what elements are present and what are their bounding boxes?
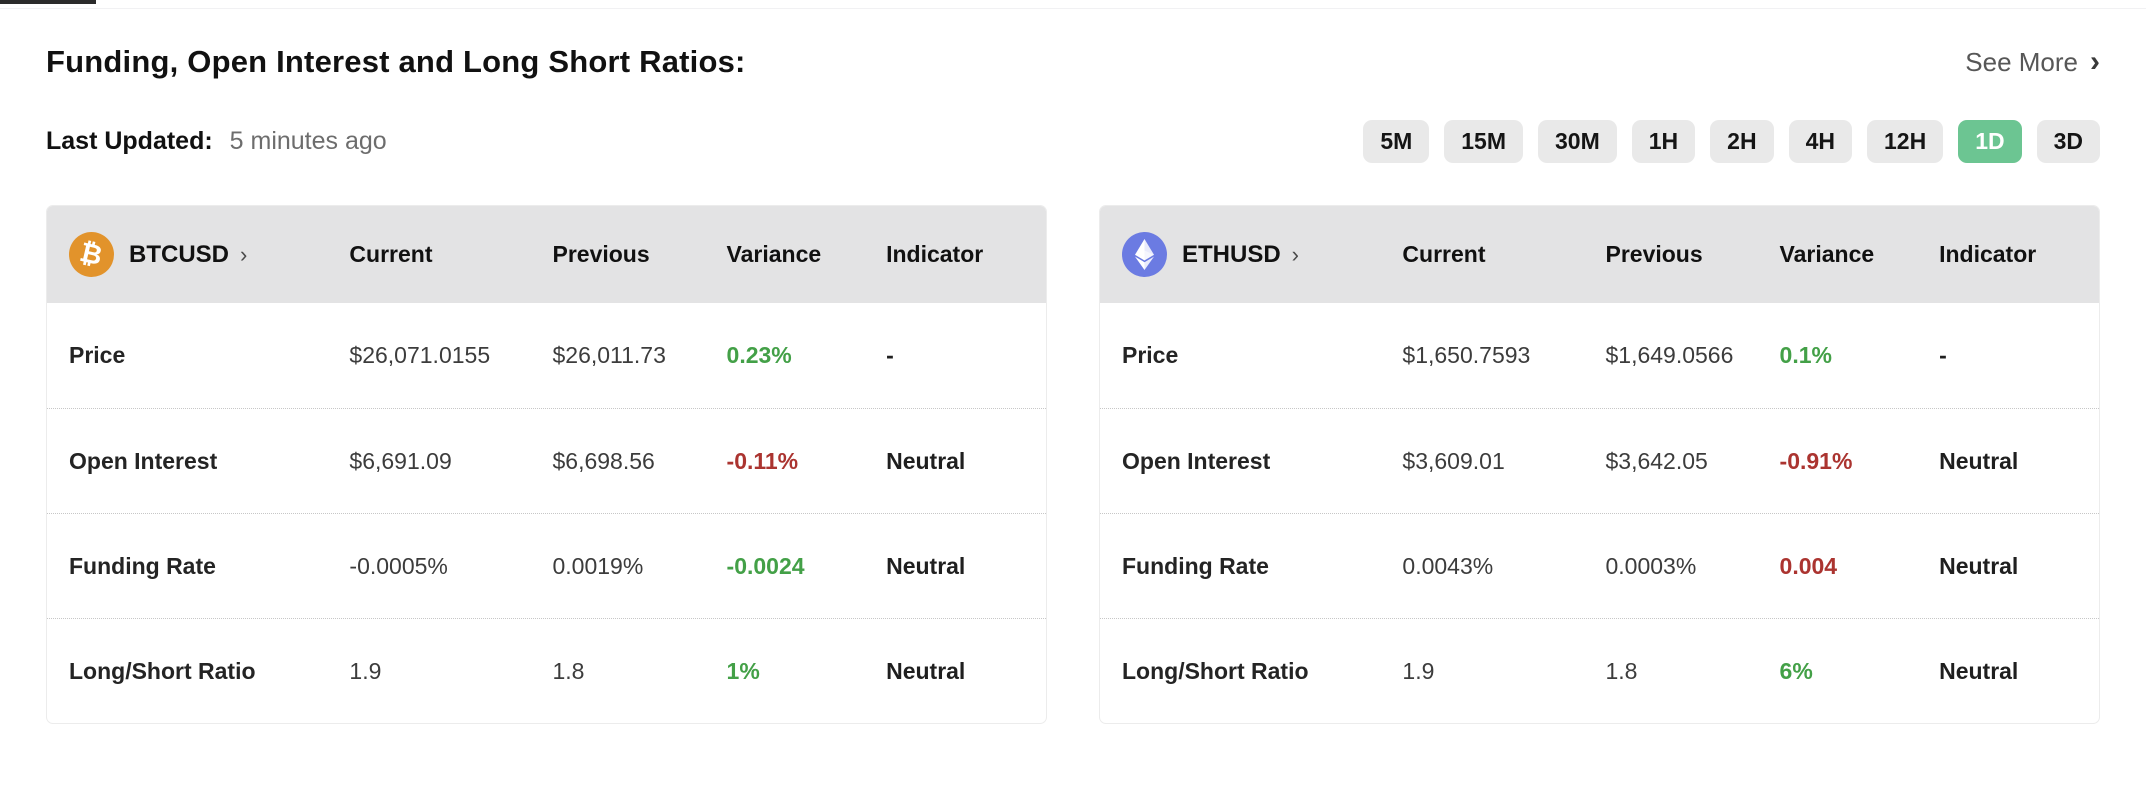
cell-variance: -0.0024 xyxy=(726,552,805,579)
top-divider xyxy=(0,8,2146,9)
pair-link-ethusd[interactable]: ETHUSD › xyxy=(1122,232,1402,278)
page-title: Funding, Open Interest and Long Short Ra… xyxy=(46,44,746,79)
market-table-btcusd: ₿ BTCUSD › Current Previous Variance Ind… xyxy=(46,205,1047,725)
row-label: Funding Rate xyxy=(1122,552,1269,579)
interval-button[interactable]: 1H xyxy=(1631,120,1696,164)
table-row-long-short-ratio: Long/Short Ratio 1.9 1.8 1% Neutral xyxy=(47,618,1046,723)
bitcoin-icon: ₿ xyxy=(69,232,114,278)
chevron-right-icon: › xyxy=(240,241,248,267)
meta-row: Last Updated: 5 minutes ago 5M 15M 30M 1… xyxy=(46,120,2100,164)
row-label: Price xyxy=(1122,342,1179,369)
cell-indicator: Neutral xyxy=(1939,552,2019,579)
column-header-variance: Variance xyxy=(1779,241,1875,268)
see-more-link[interactable]: See More › xyxy=(1965,47,2100,78)
cell-previous: 1.8 xyxy=(1605,657,1638,684)
table-row-long-short-ratio: Long/Short Ratio 1.9 1.8 6% Neutral xyxy=(1100,618,2099,723)
column-header-indicator: Indicator xyxy=(1939,241,2037,268)
cell-previous: $6,698.56 xyxy=(552,447,655,474)
interval-button[interactable]: 1D xyxy=(1958,120,2022,164)
cell-indicator: Neutral xyxy=(1939,657,2019,684)
cell-previous: 0.0003% xyxy=(1605,552,1697,579)
cell-variance: -0.11% xyxy=(726,447,799,474)
last-updated-value: 5 minutes ago xyxy=(229,127,387,156)
pair-name: BTCUSD xyxy=(129,240,229,268)
row-label: Funding Rate xyxy=(69,552,216,579)
row-label: Open Interest xyxy=(69,447,218,474)
cell-previous: 0.0019% xyxy=(552,552,644,579)
pair-link-btcusd[interactable]: ₿ BTCUSD › xyxy=(69,232,349,278)
cell-indicator: Neutral xyxy=(886,552,966,579)
table-row-open-interest: Open Interest $6,691.09 $6,698.56 -0.11%… xyxy=(47,408,1046,513)
column-header-variance: Variance xyxy=(726,241,822,268)
cell-current: 1.9 xyxy=(349,657,382,684)
column-header-previous: Previous xyxy=(1605,241,1703,268)
last-updated: Last Updated: 5 minutes ago xyxy=(46,127,387,156)
cell-previous: $26,011.73 xyxy=(552,342,666,369)
interval-button[interactable]: 12H xyxy=(1866,120,1944,164)
row-label: Price xyxy=(69,342,126,369)
top-edge-sliver xyxy=(0,0,96,4)
cell-variance: 6% xyxy=(1779,657,1813,684)
cell-previous: $3,642.05 xyxy=(1605,447,1708,474)
chevron-right-icon: › xyxy=(1291,241,1299,267)
table-row-funding-rate: Funding Rate -0.0005% 0.0019% -0.0024 Ne… xyxy=(47,513,1046,618)
market-tables: ₿ BTCUSD › Current Previous Variance Ind… xyxy=(46,205,2100,725)
ethereum-icon xyxy=(1122,232,1167,278)
table-header-row: ETHUSD › Current Previous Variance Indic… xyxy=(1100,206,2099,304)
interval-button[interactable]: 15M xyxy=(1444,120,1524,164)
table-row-open-interest: Open Interest $3,609.01 $3,642.05 -0.91%… xyxy=(1100,408,2099,513)
cell-variance: -0.91% xyxy=(1779,447,1853,474)
table-row-price: Price $1,650.7593 $1,649.0566 0.1% - xyxy=(1100,303,2099,408)
see-more-label: See More xyxy=(1965,46,2078,77)
cell-variance: 0.23% xyxy=(726,342,792,369)
interval-selector: 5M 15M 30M 1H 2H 4H 12H 1D 3D xyxy=(1363,120,2100,164)
cell-current: -0.0005% xyxy=(349,552,448,579)
cell-variance: 0.004 xyxy=(1779,552,1838,579)
cell-current: $3,609.01 xyxy=(1402,447,1505,474)
column-header-previous: Previous xyxy=(552,241,650,268)
last-updated-label: Last Updated: xyxy=(46,127,213,156)
table-header-row: ₿ BTCUSD › Current Previous Variance Ind… xyxy=(47,206,1046,304)
cell-indicator: Neutral xyxy=(886,447,966,474)
cell-current: $26,071.0155 xyxy=(349,342,491,369)
pair-name: ETHUSD xyxy=(1182,240,1281,268)
chevron-right-icon: › xyxy=(2090,45,2100,78)
table-row-funding-rate: Funding Rate 0.0043% 0.0003% 0.004 Neutr… xyxy=(1100,513,2099,618)
cell-indicator: Neutral xyxy=(886,657,966,684)
market-table-ethusd: ETHUSD › Current Previous Variance Indic… xyxy=(1099,205,2100,725)
cell-current: $6,691.09 xyxy=(349,447,452,474)
row-label: Long/Short Ratio xyxy=(1122,657,1309,684)
interval-button[interactable]: 4H xyxy=(1788,120,1852,164)
section-header: Funding, Open Interest and Long Short Ra… xyxy=(46,44,2100,80)
cell-indicator: - xyxy=(1939,342,1947,369)
cell-current: $1,650.7593 xyxy=(1402,342,1531,369)
interval-button[interactable]: 5M xyxy=(1363,120,1430,164)
column-header-current: Current xyxy=(349,241,433,268)
cell-variance: 0.1% xyxy=(1779,342,1832,369)
column-header-current: Current xyxy=(1402,241,1486,268)
table-row-price: Price $26,071.0155 $26,011.73 0.23% - xyxy=(47,303,1046,408)
interval-button[interactable]: 2H xyxy=(1710,120,1774,164)
cell-previous: $1,649.0566 xyxy=(1605,342,1734,369)
cell-variance: 1% xyxy=(726,657,760,684)
cell-current: 0.0043% xyxy=(1402,552,1494,579)
interval-button[interactable]: 30M xyxy=(1538,120,1617,164)
interval-button[interactable]: 3D xyxy=(2036,120,2100,164)
row-label: Long/Short Ratio xyxy=(69,657,256,684)
row-label: Open Interest xyxy=(1122,447,1271,474)
cell-indicator: - xyxy=(886,342,894,369)
cell-previous: 1.8 xyxy=(552,657,585,684)
cell-indicator: Neutral xyxy=(1939,447,2019,474)
cell-current: 1.9 xyxy=(1402,657,1435,684)
column-header-indicator: Indicator xyxy=(886,241,984,268)
